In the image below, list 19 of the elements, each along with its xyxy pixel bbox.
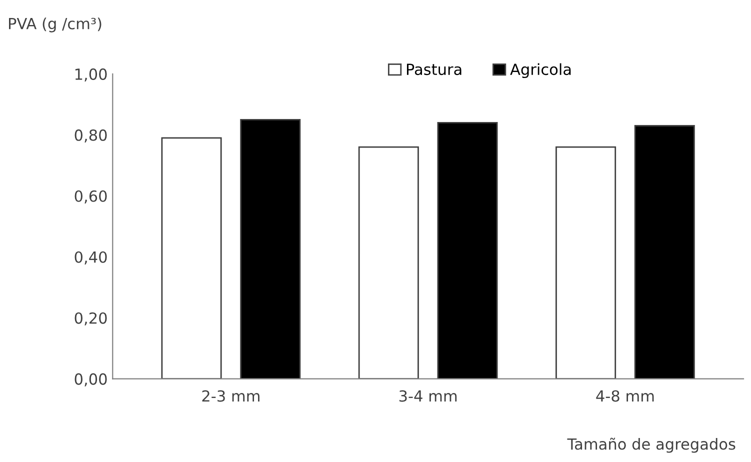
y-axis-title: PVA (g /cm³) — [9, 18, 102, 32]
y-tick-label: 0,40 — [74, 251, 107, 264]
legend-label: Pastura — [406, 64, 462, 76]
bar — [358, 146, 419, 379]
bar — [634, 125, 695, 379]
y-tick-label: 1,00 — [75, 68, 107, 82]
y-tick-label: 0,00 — [74, 373, 107, 386]
y-tick-label: 0,80 — [74, 129, 107, 142]
x-axis-title: Tamaño de agregados — [567, 438, 736, 453]
bar — [161, 137, 222, 379]
bar — [556, 146, 616, 379]
y-tick-label: 0,60 — [74, 190, 107, 204]
bar — [240, 118, 301, 379]
y-tick-label: 0,20 — [74, 312, 107, 326]
x-tick-label: 2-3 mm — [202, 390, 260, 402]
legend-label: Agricola — [510, 63, 571, 78]
x-tick-label: 4-8 mm — [596, 390, 654, 402]
x-tick-label: 3-4 mm — [399, 390, 457, 402]
bar — [437, 122, 498, 379]
